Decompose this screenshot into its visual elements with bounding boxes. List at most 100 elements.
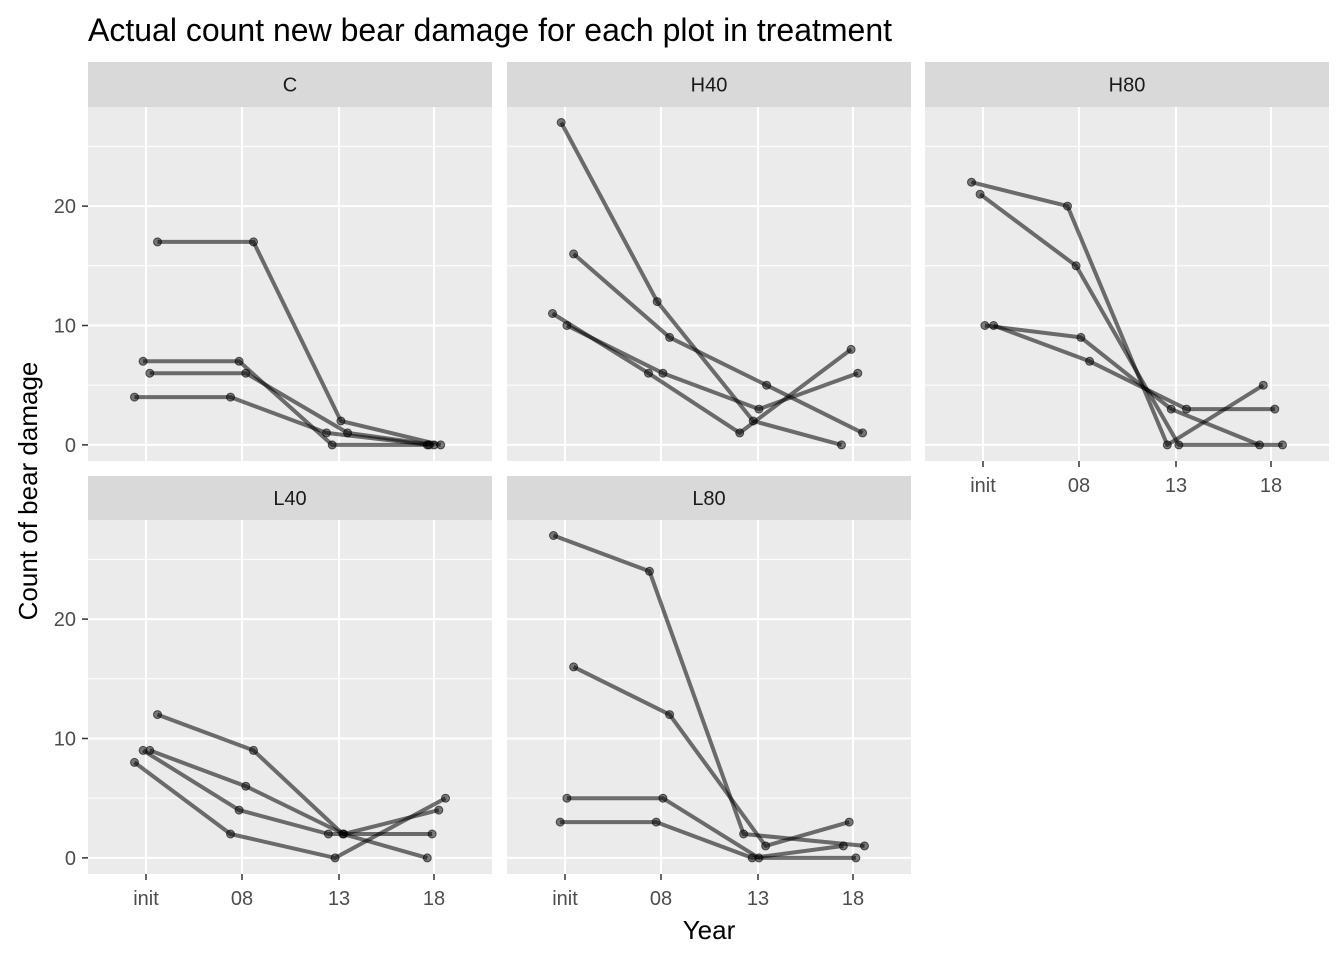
data-point <box>967 177 976 187</box>
data-point <box>1255 440 1264 450</box>
data-point <box>327 440 337 450</box>
facet-panels: C 0 10 20 H40 H80 init 08 13 18 L40 0 10 20 init 08 13 18… <box>54 62 1329 910</box>
data-point <box>844 817 854 827</box>
data-point <box>562 321 572 330</box>
data-point <box>343 428 353 438</box>
facet-strip <box>507 476 911 520</box>
y-axis-title: Count of bear damage <box>13 362 43 621</box>
data-point <box>138 356 148 366</box>
panel-background <box>88 520 492 874</box>
facet-strip-label: H80 <box>1109 75 1146 97</box>
data-point <box>145 368 155 378</box>
series-line <box>992 323 1275 412</box>
data-point <box>1258 380 1268 390</box>
series-line <box>572 252 864 435</box>
data-point <box>980 321 990 330</box>
facet-strip-label: L80 <box>692 488 725 510</box>
data-point <box>322 428 331 438</box>
data-point <box>837 440 846 450</box>
data-point <box>569 662 579 672</box>
data-point <box>644 368 653 378</box>
data-point <box>658 368 668 378</box>
data-point <box>652 297 662 307</box>
data-point <box>562 793 572 803</box>
facet-panel-l80: L80 init 08 13 18 <box>507 476 911 910</box>
data-point <box>1162 440 1172 450</box>
data-point <box>748 416 758 426</box>
data-point <box>130 757 139 767</box>
data-point <box>153 710 162 720</box>
x-tick-label: init <box>133 888 159 910</box>
series-line <box>559 121 843 447</box>
data-point <box>1174 440 1184 450</box>
data-point <box>851 853 861 863</box>
data-point <box>838 841 848 851</box>
x-tick-label: init <box>552 888 578 910</box>
data-point <box>556 118 566 127</box>
series-line <box>572 665 850 848</box>
data-point <box>323 829 333 839</box>
panel-background <box>925 107 1329 461</box>
data-point <box>665 710 675 720</box>
data-point <box>754 404 764 414</box>
data-point <box>241 368 251 378</box>
data-point <box>549 531 558 540</box>
panel-background <box>88 107 492 461</box>
x-axis-title: Year <box>683 915 736 945</box>
data-point <box>226 392 235 402</box>
x-tick-label: 13 <box>328 888 350 910</box>
facet-strip <box>88 62 492 107</box>
data-point <box>569 249 579 259</box>
data-point <box>249 237 258 247</box>
facet-strip-label: L40 <box>273 488 306 510</box>
facet-strip-label: C <box>283 75 297 97</box>
series-line <box>560 820 844 860</box>
data-point <box>422 853 432 863</box>
data-point <box>339 829 349 839</box>
x-tick-label: 18 <box>1260 475 1282 497</box>
data-point <box>645 566 654 576</box>
data-point <box>234 356 244 366</box>
data-point <box>665 332 675 342</box>
y-tick-label: 20 <box>54 609 76 631</box>
series-line <box>566 796 856 860</box>
data-point <box>548 309 557 318</box>
facet-panel-l40: L40 0 10 20 init 08 13 18 <box>54 476 492 910</box>
data-point <box>153 237 162 247</box>
data-point <box>1085 356 1095 366</box>
data-point <box>330 853 340 863</box>
data-point <box>853 368 863 378</box>
series-line <box>566 323 859 412</box>
x-tick-label: 08 <box>1068 475 1090 497</box>
facet-strip <box>88 476 492 520</box>
facet-strip <box>925 62 1329 107</box>
data-point <box>1076 332 1086 342</box>
data-point <box>130 392 139 402</box>
data-point <box>1063 201 1072 211</box>
y-tick-label: 0 <box>65 848 76 870</box>
data-point <box>336 416 346 426</box>
series-line <box>971 180 1265 447</box>
panel-background <box>507 520 911 874</box>
x-tick-label: init <box>970 475 996 497</box>
data-point <box>846 344 856 354</box>
series-line <box>978 192 1283 447</box>
data-point <box>1166 404 1176 414</box>
data-point <box>234 805 244 815</box>
data-point <box>1182 404 1191 414</box>
data-point <box>1278 440 1287 450</box>
data-point <box>424 440 434 450</box>
series-line <box>552 533 865 848</box>
y-tick-label: 10 <box>54 315 76 337</box>
facet-panel-h80: H80 init 08 13 18 <box>925 62 1329 497</box>
data-point <box>860 841 869 851</box>
series-line <box>157 239 442 447</box>
x-tick-label: 18 <box>423 888 445 910</box>
data-point <box>762 380 772 390</box>
series-line <box>149 748 440 836</box>
panel-background <box>507 107 911 461</box>
series-line <box>133 760 447 860</box>
chart-title: Actual count new bear damage for each pl… <box>88 12 892 48</box>
series-line <box>984 323 1261 447</box>
